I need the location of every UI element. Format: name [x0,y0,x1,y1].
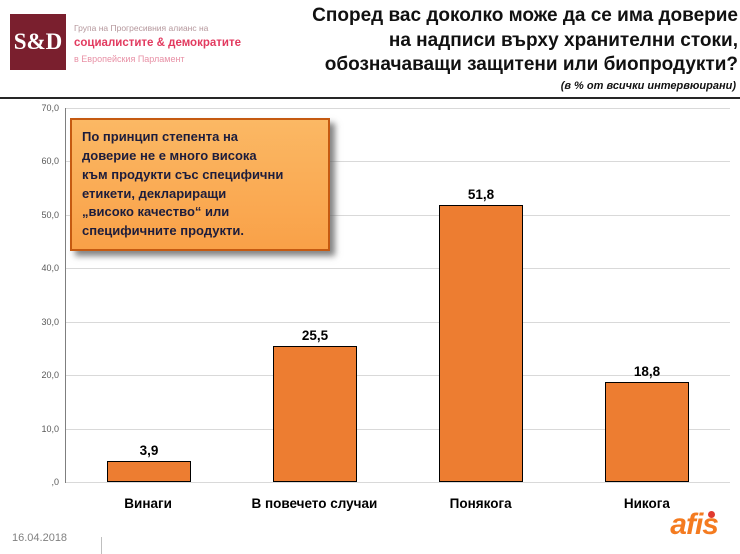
bar-value-label: 25,5 [301,327,329,343]
y-tick-label: ,0 [51,477,59,487]
callout-line-6: специфичните продукти. [82,223,244,239]
gridline [66,161,730,163]
bar-slot: 18,8 [564,108,730,482]
header-divider [0,97,740,99]
category-label: Понякога [449,495,512,511]
org-line-1: Група на Прогресивния алианс на [74,23,209,33]
org-block: Група на Прогресивния алианс на социалис… [74,22,241,67]
sd-logo-text: S&D [13,29,63,54]
callout-line-1: По принцип степента на [82,129,239,144]
gridline [66,321,730,323]
category-label: Никога [623,495,670,511]
y-tick-label: 20,0 [41,370,59,381]
bar-slot: 51,8 [398,108,564,482]
y-tick-label: 10,0 [41,423,59,434]
bar-chart: 70,0 60,0 50,0 40,0 30,0 20,0 10,0 ,0 3,9 25,5 51… [0,100,740,520]
category-label: В повечето случаи [251,495,378,511]
callout-line-3: към продукти със специфични [82,166,284,182]
bar-slot: 3,9 [66,108,232,482]
plot-area: 70,0 60,0 50,0 40,0 30,0 20,0 10,0 ,0 3,9 25,5 51… [41,103,730,487]
org-line-2: социалистите & демократите [74,37,241,50]
gridline [66,428,730,430]
sd-logo: S&D [10,14,66,70]
category-labels: Винаги В повечето случаи Понякога Никога [65,490,730,516]
afis-logo-dot [708,511,715,518]
chart-subtitle: (в % от всички интервюирани) [560,80,736,92]
bar-1 [107,461,191,482]
bar-value-label: 3,9 [139,443,159,459]
gridline [66,482,730,483]
y-tick-label: 50,0 [41,209,59,220]
gridline [66,375,730,377]
callout-line-5: „високо качество“ или [82,204,230,220]
title-line-3: обозначаващи защитени или биопродукти? [324,54,738,76]
gridline [66,108,730,109]
bar-4 [605,381,689,482]
title-line-2: на надписи върху хранителни стоки, [388,29,738,51]
y-tick-label: 70,0 [41,103,59,113]
bar-3 [439,205,523,482]
callout-line-2: доверие не е много висока [82,147,257,163]
title-line-1: Според вас доколко може да се има довери… [312,5,738,26]
bar-value-label: 18,8 [633,363,661,379]
bar-value-label: 51,8 [467,187,495,203]
gridline [66,214,730,216]
date-label: 16.04.2018 [12,532,68,544]
bar-2 [273,345,357,482]
y-tick-label: 30,0 [41,316,59,327]
bars-row: 3,9 25,5 51,8 18,8 [66,108,730,482]
footer-divider [101,537,102,554]
comment-callout: По принцип степента на доверие не е мног… [70,118,330,252]
y-tick-label: 40,0 [41,263,59,274]
org-line-3: в Европейския Парламент [74,53,185,64]
bar-slot: 25,5 [232,108,398,482]
y-tick-label: 60,0 [41,156,59,167]
afis-logo: afis [670,510,719,540]
gridline [66,268,730,270]
callout-line-4: етикети, деклариращи [82,185,227,201]
category-label: Винаги [124,495,172,511]
page-title: Според вас доколко може да се има довери… [312,4,738,78]
